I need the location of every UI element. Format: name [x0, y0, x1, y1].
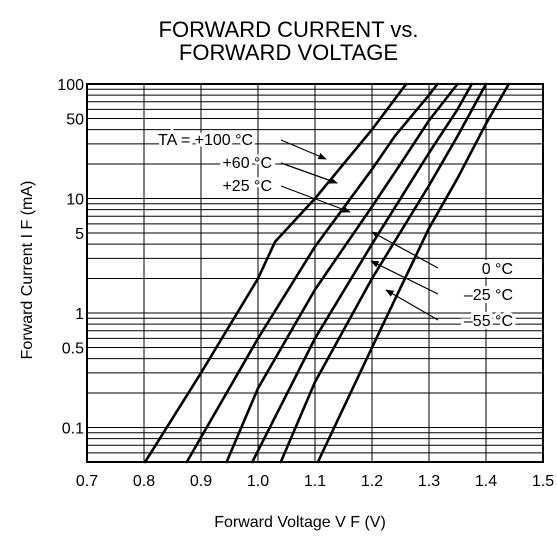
y-axis-label: Forward Current I F (mA)	[19, 180, 36, 360]
x-axis-label: Forward Voltage V F (V)	[214, 514, 386, 531]
annotation-label: 0 °C	[482, 261, 513, 278]
annotation-label: +25 °C	[222, 178, 272, 195]
y-tick-label: 50	[66, 111, 84, 128]
chart-title-line-1: FORWARD CURRENT vs.	[158, 17, 419, 42]
x-tick-label: 0.9	[190, 473, 212, 490]
x-tick-label: 0.8	[133, 473, 155, 490]
annotation-arrow	[370, 260, 439, 295]
y-tick-label: 100	[57, 77, 84, 94]
series-line-1	[185, 82, 439, 464]
series-line-3	[251, 82, 474, 464]
x-tick-label: 1.5	[532, 473, 554, 490]
annotation-arrow	[385, 289, 439, 321]
annotation-arrow	[371, 231, 439, 269]
plot-frame	[86, 83, 544, 463]
y-tick-label: 0.1	[62, 421, 84, 438]
annotation-label: –55 °C	[464, 313, 513, 330]
annotation-label: TA = +100 °C	[158, 132, 253, 149]
x-tick-label: 1.2	[361, 473, 383, 490]
y-tick-label: 10	[66, 192, 84, 209]
chart-title-line-2: FORWARD VOLTAGE	[178, 40, 399, 65]
series-line-4	[279, 82, 488, 464]
annotation-label: –25 °C	[464, 287, 513, 304]
x-tick-label: 1.0	[247, 473, 269, 490]
annotation-arrow	[280, 162, 338, 184]
series-line-0	[143, 82, 408, 464]
y-tick-label: 1	[75, 306, 84, 323]
annotation-arrow	[280, 139, 327, 160]
series-line-2	[225, 82, 459, 464]
annotation-label: +60 °C	[222, 155, 272, 172]
x-tick-label: 1.4	[475, 473, 497, 490]
x-tick-label: 0.7	[76, 473, 98, 490]
series-line-5	[316, 82, 511, 464]
x-tick-label: 1.1	[304, 473, 326, 490]
y-tick-label: 0.5	[62, 340, 84, 357]
x-tick-label: 1.3	[418, 473, 440, 490]
y-tick-label: 5	[75, 226, 84, 243]
annotation-arrow	[280, 185, 351, 213]
